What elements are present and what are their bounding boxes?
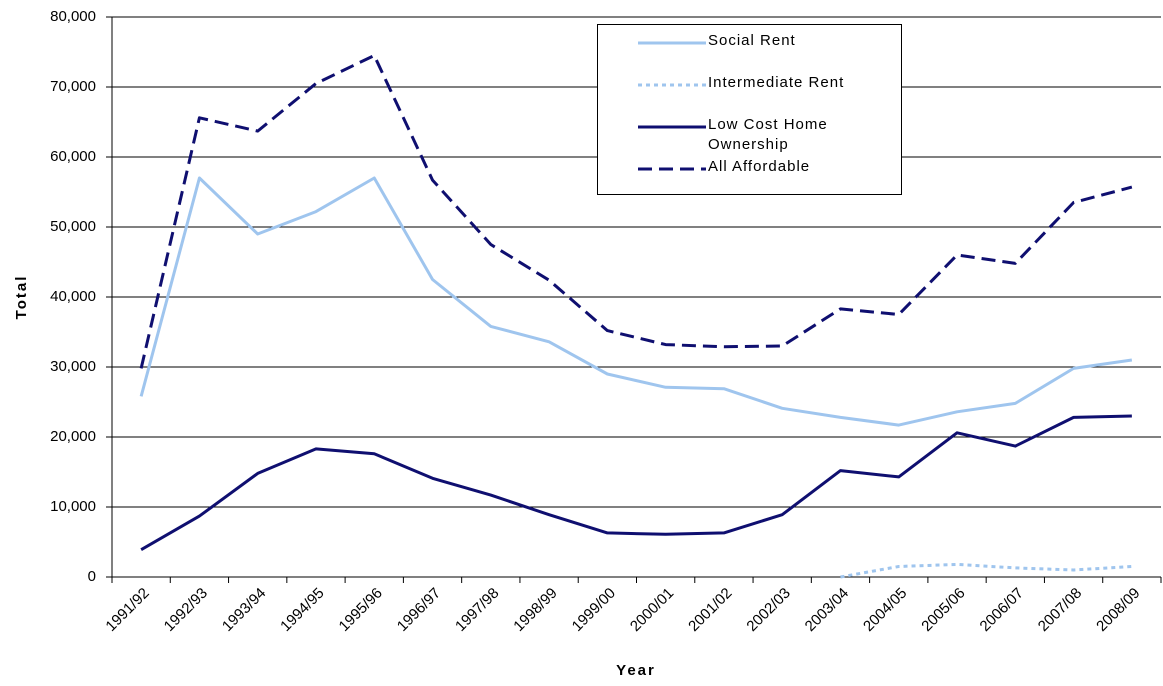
x-tick-label: 2001/02 — [685, 585, 735, 635]
legend-swatch — [638, 125, 706, 129]
series-line — [139, 54, 1133, 369]
series-line — [139, 176, 1133, 427]
x-tick-label: 2008/09 — [1093, 585, 1143, 635]
x-tick-label: 1996/97 — [394, 585, 444, 635]
y-tick-label: 30,000 — [50, 358, 96, 375]
y-axis-label: Total — [13, 275, 30, 320]
legend-label: Intermediate Rent — [708, 74, 845, 91]
x-tick-label: 1992/93 — [161, 585, 211, 635]
y-tick-label: 80,000 — [50, 8, 96, 25]
legend-swatch — [638, 41, 706, 45]
legend: Social Rent Intermediate Rent Low Cost Hom… — [597, 24, 902, 195]
series-line — [840, 562, 1132, 579]
legend-entry: Social Rent — [598, 31, 901, 73]
x-tick-label: 1993/94 — [219, 585, 269, 635]
x-tick-label: 1995/96 — [336, 585, 386, 635]
x-tick-label: 1994/95 — [277, 585, 327, 635]
x-tick-label: 1999/00 — [569, 585, 619, 635]
y-tick-label: 0 — [88, 568, 96, 585]
legend-entry: Low Cost Home Ownership — [598, 115, 901, 157]
x-tick-label: 2000/01 — [627, 585, 677, 635]
legend-entry: Intermediate Rent — [598, 73, 901, 115]
x-tick-label: 1997/98 — [452, 585, 502, 635]
y-tick-label: 50,000 — [50, 218, 96, 235]
x-tick-label: 2006/07 — [977, 585, 1027, 635]
x-tick-label: 2004/05 — [860, 585, 910, 635]
y-tick-label: 70,000 — [50, 78, 96, 95]
legend-label: Social Rent — [708, 32, 796, 49]
x-tick-label: 2005/06 — [918, 585, 968, 635]
x-axis-label: Year — [616, 662, 656, 679]
y-tick-label: 40,000 — [50, 288, 96, 305]
y-tick-label: 20,000 — [50, 428, 96, 445]
series-line — [140, 414, 1132, 551]
legend-swatch — [638, 167, 706, 171]
legend-label: All Affordable — [708, 158, 811, 175]
legend-entry: All Affordable — [598, 157, 901, 199]
x-tick-label: 2003/04 — [802, 585, 852, 635]
x-tick-label: 2002/03 — [743, 585, 793, 635]
x-tick-label: 1991/92 — [102, 585, 152, 635]
x-tick-label: 2007/08 — [1035, 585, 1085, 635]
legend-swatch — [638, 83, 706, 87]
y-tick-label: 60,000 — [50, 148, 96, 165]
x-tick-label: 1998/99 — [510, 585, 560, 635]
y-tick-label: 10,000 — [50, 498, 96, 515]
legend-label: Low Cost Home Ownership — [708, 116, 828, 153]
